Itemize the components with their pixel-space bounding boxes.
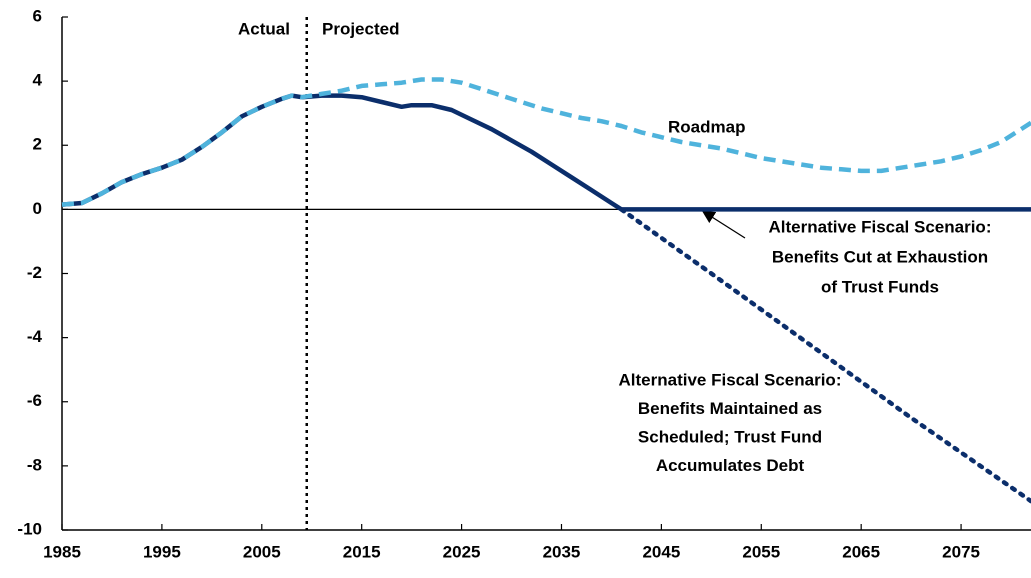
x-tick-label: 2055: [742, 542, 780, 561]
series-line: [61, 77, 1031, 207]
annotation-arrow: [701, 210, 746, 239]
annotation: Actual: [238, 19, 290, 38]
annotation: Roadmap: [668, 117, 745, 136]
annotation: Benefits Cut at Exhaustion: [772, 247, 988, 266]
y-tick-label: 0: [33, 199, 42, 218]
y-tick-label: -2: [27, 263, 42, 282]
series-line: [619, 207, 1031, 504]
annotation: Scheduled; Trust Fund: [638, 427, 822, 446]
y-tick-label: 4: [33, 71, 43, 90]
x-tick-label: 2075: [942, 542, 980, 561]
y-tick-label: -10: [17, 519, 42, 538]
annotation: of Trust Funds: [821, 277, 939, 296]
x-tick-label: 2035: [543, 542, 581, 561]
x-tick-label: 2015: [343, 542, 381, 561]
y-tick-label: 6: [33, 6, 42, 25]
annotation: Projected: [322, 19, 399, 38]
annotation: Accumulates Debt: [656, 456, 805, 475]
y-tick-label: 2: [33, 135, 42, 154]
series-line: [61, 93, 1031, 212]
x-tick-label: 2025: [443, 542, 481, 561]
x-tick-label: 2045: [642, 542, 680, 561]
y-tick-label: -8: [27, 455, 42, 474]
annotation: Alternative Fiscal Scenario:: [769, 217, 992, 236]
x-tick-label: 1985: [43, 542, 81, 561]
x-tick-label: 2005: [243, 542, 281, 561]
y-tick-label: -4: [27, 327, 43, 346]
x-tick-label: 2065: [842, 542, 880, 561]
x-tick-label: 1995: [143, 542, 181, 561]
annotation: Alternative Fiscal Scenario:: [619, 370, 842, 389]
annotation: Benefits Maintained as: [638, 399, 822, 418]
y-tick-label: -6: [27, 391, 42, 410]
